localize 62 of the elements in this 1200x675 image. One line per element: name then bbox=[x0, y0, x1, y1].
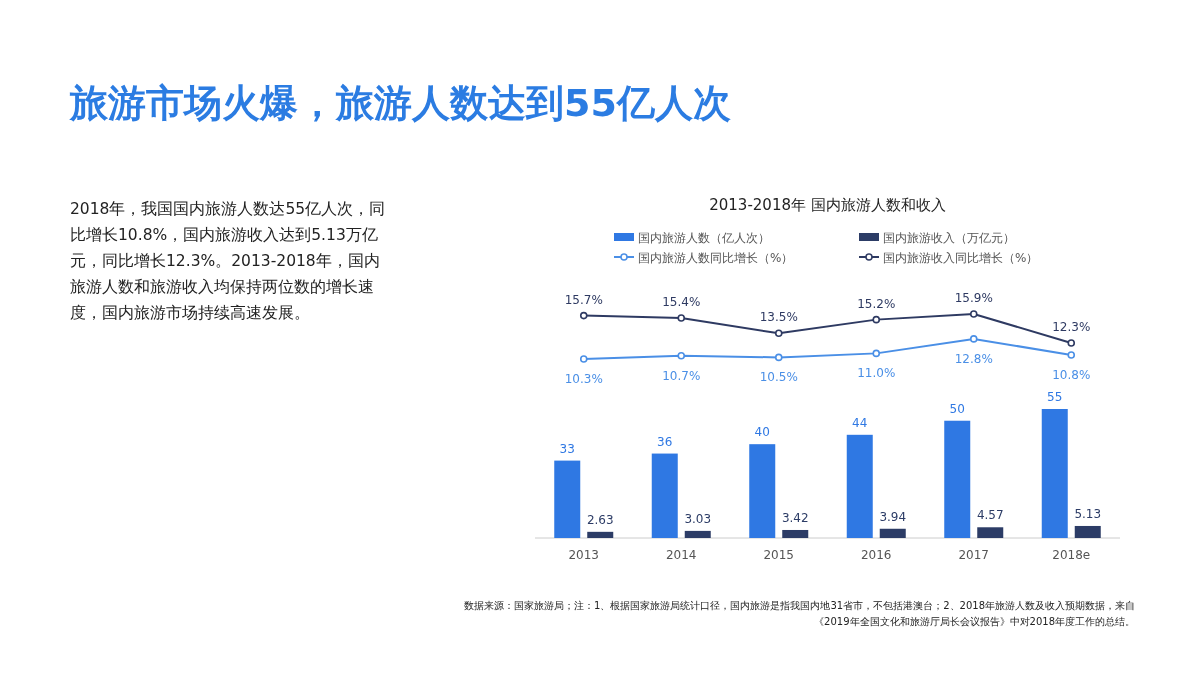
data-label: 33 bbox=[559, 441, 575, 456]
chart-subtitle: 2013-2018年 国内旅游人数和收入 bbox=[709, 196, 946, 214]
point bbox=[969, 335, 978, 343]
data-label: 15.9% bbox=[954, 291, 993, 305]
data-label: 10.8% bbox=[1052, 367, 1091, 382]
data-label: 11.0% bbox=[857, 366, 896, 381]
bar bbox=[1074, 525, 1101, 538]
point bbox=[872, 315, 881, 324]
data-label: 2.63 bbox=[586, 512, 614, 527]
data-label: 13.5% bbox=[759, 310, 798, 325]
bar bbox=[1041, 409, 1068, 538]
bar bbox=[651, 453, 678, 538]
legend-label: 国内旅游人数（亿人次） bbox=[638, 230, 770, 245]
bar bbox=[782, 529, 809, 538]
data-label: 4.57 bbox=[976, 508, 1004, 523]
data-label: 3.42 bbox=[781, 510, 809, 525]
data-label: 40 bbox=[754, 425, 770, 440]
point bbox=[872, 349, 881, 358]
x-tick-label: 2015 bbox=[763, 548, 795, 562]
data-label: 3.94 bbox=[879, 509, 907, 524]
point bbox=[774, 353, 783, 362]
data-label: 15.4% bbox=[662, 295, 701, 310]
x-tick-label: 2016 bbox=[860, 548, 892, 562]
point bbox=[774, 329, 783, 338]
point bbox=[1067, 351, 1076, 359]
bar bbox=[846, 434, 873, 538]
point bbox=[579, 355, 588, 363]
legend-label: 国内旅游收入同比增长（%） bbox=[883, 250, 1039, 265]
data-label: 12.3% bbox=[1052, 319, 1091, 334]
bar bbox=[944, 420, 971, 538]
point bbox=[579, 311, 588, 320]
text: 2018年，我国国内旅游人数达55亿人次，同比增长10.8%，国内旅游收入达到5.13万亿元，同比增长12.3%。2013-2018年，国内旅游人数和旅游收入均保持两位数的增长速度，国内旅游市场持续高速发展。 bbox=[70, 199, 387, 324]
bar bbox=[587, 531, 614, 538]
x-tick-label: 2018e bbox=[1052, 548, 1091, 562]
chart-title: 旅游市场火爆，旅游人数达到55亿人次 bbox=[70, 80, 731, 127]
data-label: 50 bbox=[949, 401, 965, 416]
bar bbox=[554, 460, 581, 538]
legend-label: 国内旅游人数同比增长（%） bbox=[638, 250, 794, 265]
data-label: 12.8% bbox=[954, 351, 993, 366]
source-note: 数据来源：国家旅游局；注：1、根据国家旅游局统计口径，国内旅游是指我国内地31省市，不包括港澳台；2、2018年旅游人数及收入预期数据，来自《2019年全国文化和旅游厅局长会议报告》中对2018年度工作的总结。 bbox=[463, 599, 1135, 629]
point bbox=[969, 310, 978, 318]
data-label: 36 bbox=[657, 434, 673, 449]
bar bbox=[879, 528, 906, 538]
data-label: 5.13 bbox=[1074, 506, 1102, 521]
x-tick-label: 2013 bbox=[568, 548, 600, 562]
bar bbox=[684, 530, 711, 538]
legend-label: 国内旅游收入（万亿元） bbox=[883, 230, 1015, 245]
point bbox=[677, 351, 686, 360]
data-label: 55 bbox=[1047, 390, 1063, 404]
data-label: 3.03 bbox=[684, 511, 712, 526]
point bbox=[1067, 339, 1076, 347]
data-label: 10.7% bbox=[662, 368, 701, 383]
data-label: 10.3% bbox=[564, 372, 603, 386]
data-label: 10.5% bbox=[759, 370, 798, 385]
x-tick-label: 2014 bbox=[665, 548, 697, 562]
data-label: 15.2% bbox=[857, 296, 896, 311]
bar bbox=[977, 527, 1004, 538]
bar bbox=[749, 444, 776, 538]
point bbox=[677, 314, 686, 322]
x-tick-label: 2017 bbox=[958, 548, 990, 562]
data-label: 44 bbox=[852, 415, 868, 430]
data-label: 15.7% bbox=[564, 292, 603, 307]
